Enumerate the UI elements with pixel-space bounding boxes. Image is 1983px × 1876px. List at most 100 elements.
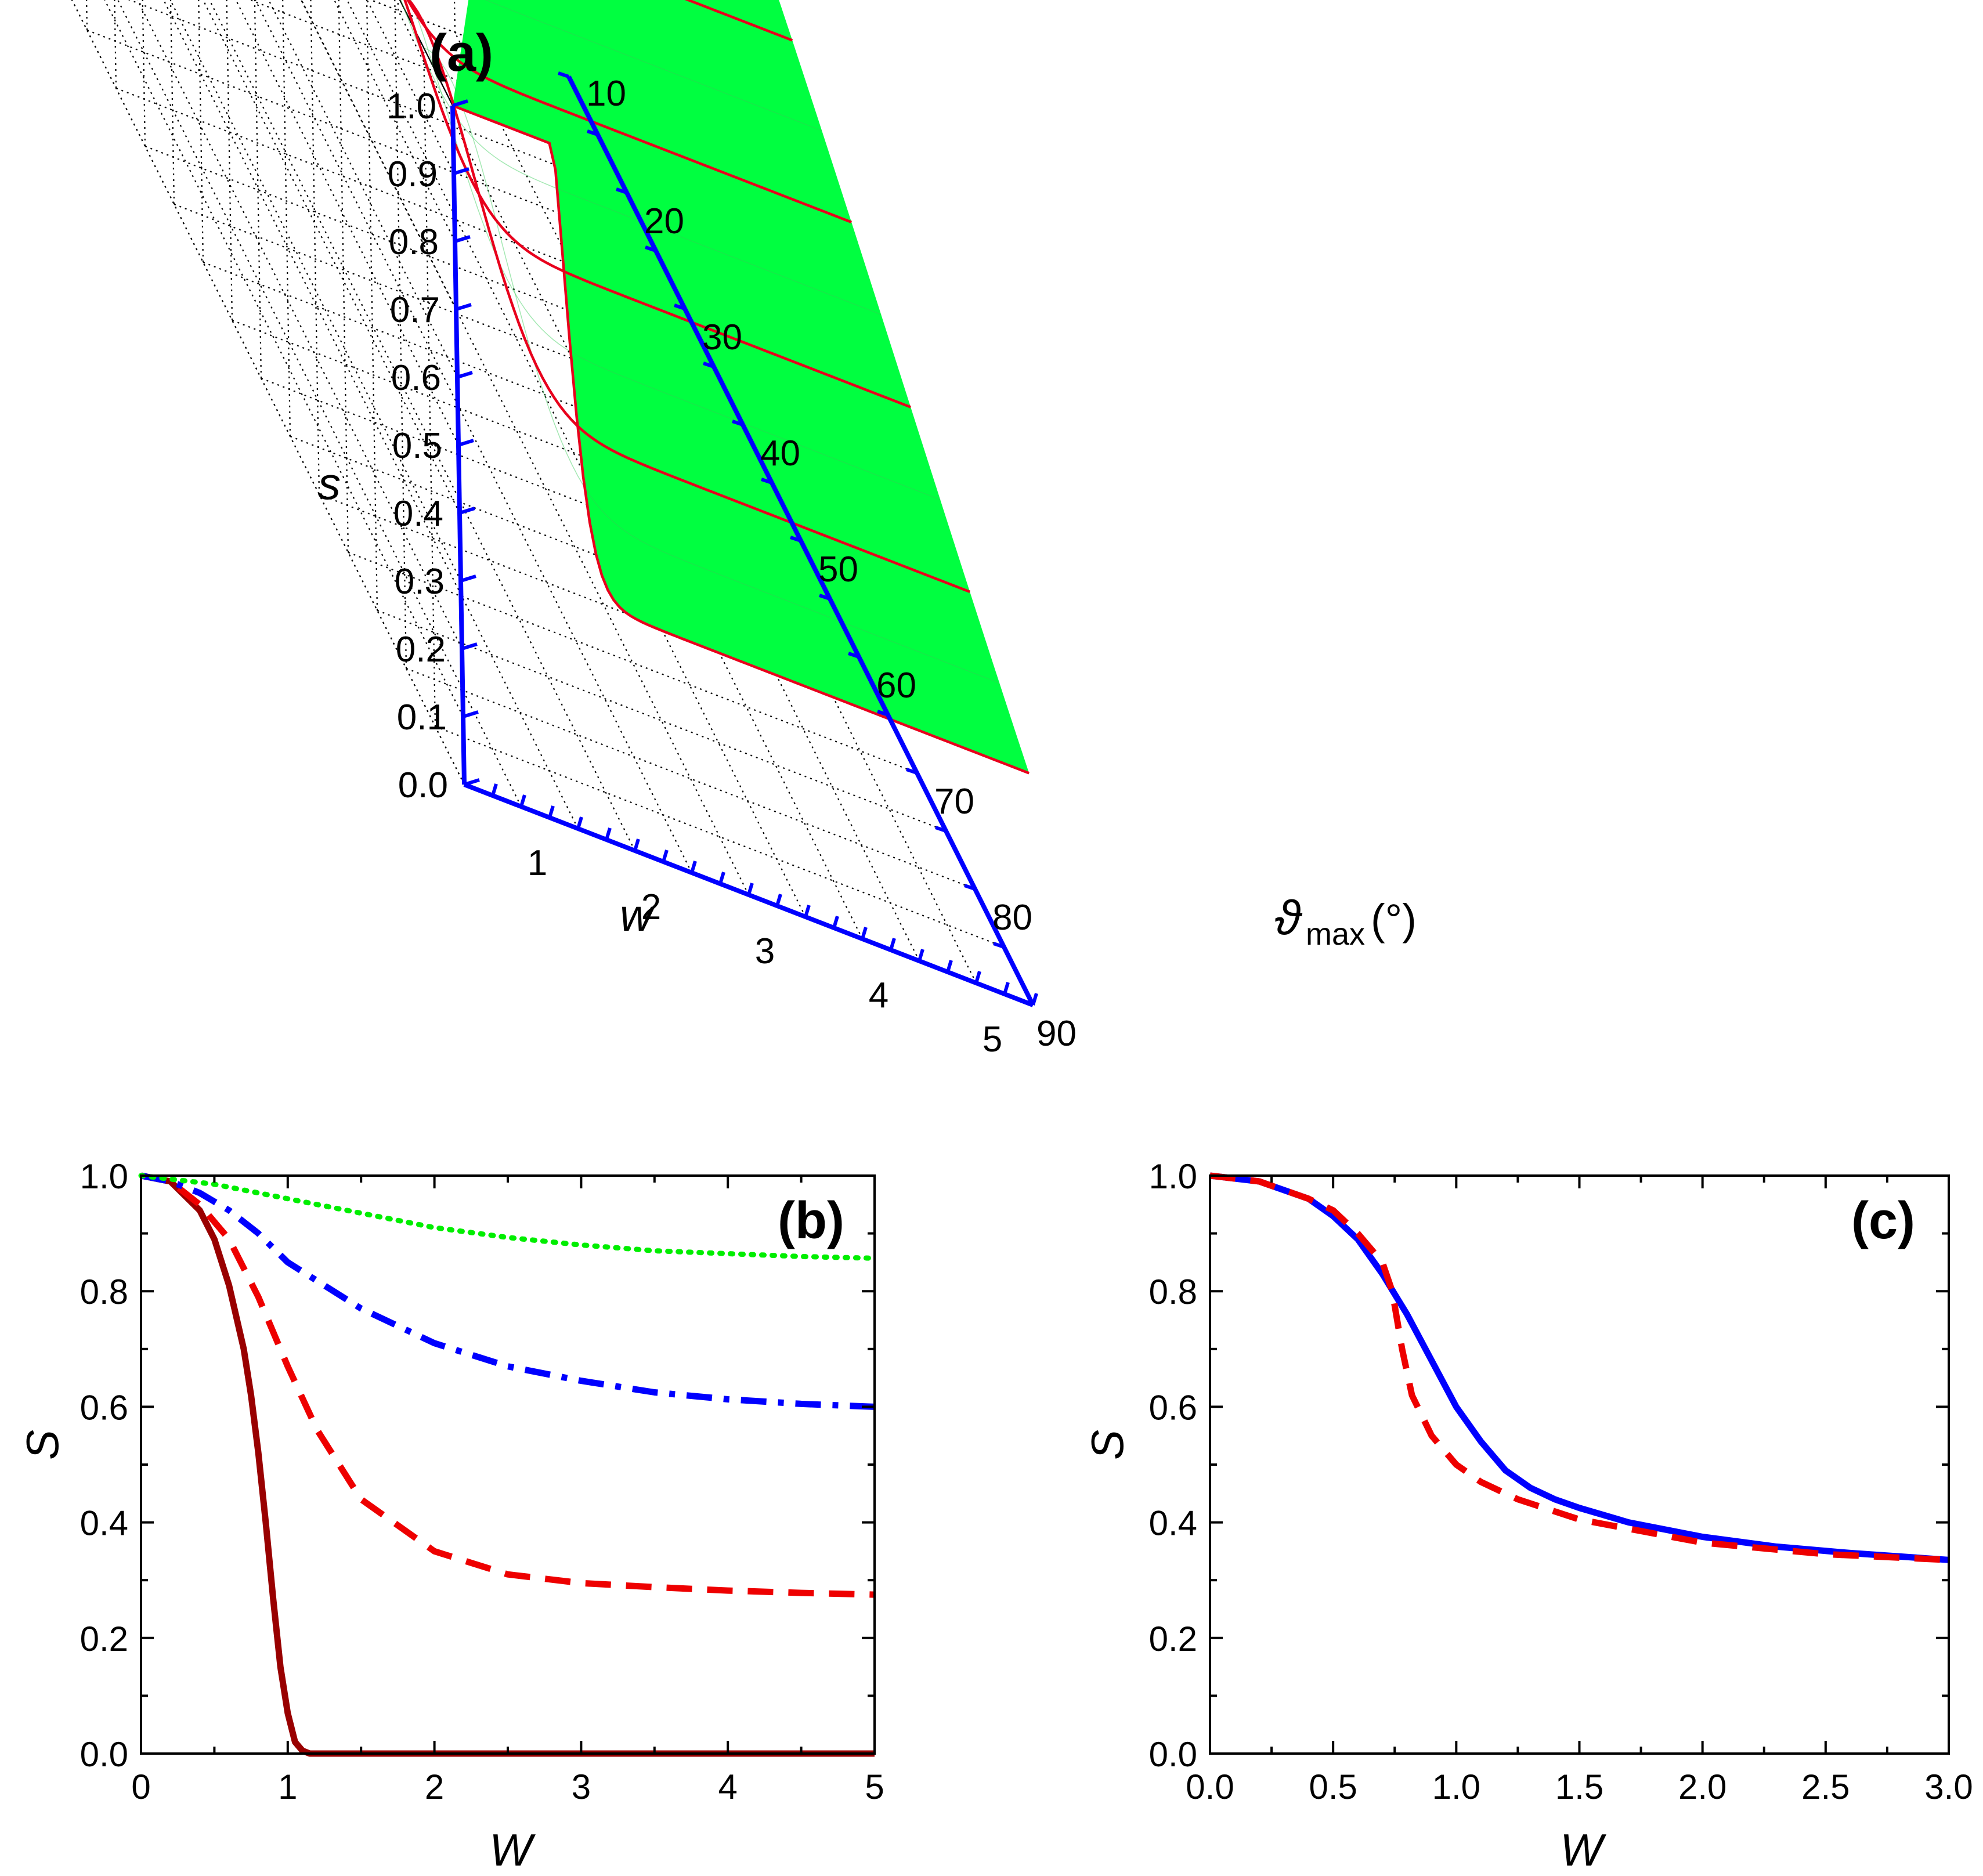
w-tick-label: 2: [641, 887, 661, 927]
floor-gridline-w: [398, 10, 863, 939]
panel-c-series-solid: [1209, 1172, 1949, 1563]
panel-b-y-tick-label: 0.0: [80, 1735, 128, 1774]
theta-axis-tick: [848, 652, 859, 659]
z-axis-tick: [459, 507, 475, 515]
panel-c-y-tick-label: 0.2: [1149, 1620, 1197, 1658]
z-axis-tick: [463, 710, 479, 718]
panel-a-theta-axis-subscript: max: [1306, 917, 1365, 952]
w-axis-tick: [832, 916, 839, 928]
z-tick-label: 0.1: [397, 697, 447, 738]
surface-mesh-line: [400, 0, 882, 315]
panel-b-y-tick-label: 0.4: [80, 1504, 128, 1543]
left-wall-gridline-theta: [198, 0, 204, 263]
z-axis-tick: [460, 574, 476, 583]
panel-c-x-tick-label: 1.5: [1555, 1767, 1603, 1806]
z-tick-label: 0.0: [398, 765, 448, 805]
w-axis-tick: [747, 883, 754, 895]
theta-tick-label: 70: [934, 782, 974, 822]
panel-c-x-axis-title: W: [1560, 1824, 1606, 1875]
floor-gridline-w: [254, 0, 692, 873]
floor-gridline-w: [117, 0, 522, 807]
floor-gridline-w: [346, 0, 806, 917]
w-tick-label: 3: [755, 931, 775, 971]
panel-c-series: [1209, 1172, 1949, 1563]
panel-b-frame: [140, 1174, 876, 1755]
surface-mesh-line: [423, 47, 1000, 684]
floor-gridline-w: [208, 0, 635, 851]
panel-a-contours: [403, 0, 1030, 775]
z-axis-tick: [452, 99, 468, 107]
w-axis-tick: [974, 971, 981, 984]
surface-mesh-line: [485, 0, 822, 131]
w-tick-label: 5: [983, 1020, 1002, 1060]
left-wall-gridline-theta: [282, 0, 291, 437]
panel-b-x-tick-label: 3: [572, 1767, 591, 1806]
panel-c-x-tick-label: 0.5: [1309, 1767, 1357, 1806]
w-axis-tick: [576, 816, 583, 829]
panel-c-label: (c): [1851, 1192, 1915, 1250]
panel-c-x-tick-label: 2.0: [1678, 1767, 1726, 1806]
w-axis-tick: [605, 827, 612, 840]
contour-line-theta-80: [407, 0, 971, 593]
panel-a-label: (a): [429, 24, 493, 82]
contour-line-theta-70: [403, 0, 912, 409]
theta-axis-tick: [819, 594, 830, 601]
theta-axis-tick: [877, 710, 888, 717]
theta-axis-tick: [993, 942, 1005, 949]
panel-b-plot-frame: [140, 1174, 876, 1755]
theta-axis-tick: [906, 768, 918, 775]
panel-b-series-solid: [140, 1172, 875, 1757]
theta-axis-tick: [703, 362, 714, 368]
z-axis-tick: [453, 167, 469, 175]
theta-axis-tick: [558, 71, 569, 78]
back-wall-gridline-w: [397, 0, 399, 11]
contour-line-theta-50: [684, 0, 793, 42]
panel-a-surface-plot: 0.0 0.1 0.2 0.3 0.4 0.5 0.6 0.7 0.8 0.9 1.0 1 2 3 4 5 10…: [71, 0, 1417, 1060]
panel-b-series: [138, 1172, 877, 1757]
panel-c-series-dashed: [1209, 1172, 1949, 1563]
theta-axis-tick: [645, 245, 656, 252]
theta-axis-tick: [732, 420, 743, 426]
left-wall-gridline-theta: [142, 0, 146, 147]
panel-c-y-tick-label: 0.4: [1149, 1504, 1197, 1543]
z-tick-label: 1.0: [387, 86, 436, 126]
panel-c-y-axis-title: S: [1082, 1430, 1133, 1460]
panel-b-x-tick-label: 1: [278, 1767, 297, 1806]
theta-axis-tick: [964, 884, 976, 891]
panel-a-axes: [450, 71, 1038, 1007]
panel-b-y-tick-label: 0.6: [80, 1388, 128, 1427]
z-tick-label: 0.4: [393, 494, 443, 534]
panel-b-x-tick-label: 4: [718, 1767, 738, 1806]
panel-c-line-chart: 0.0 0.5 1.0 1.5 2.0 2.5 3.00.00.20.40.60.81.0 …: [1082, 1157, 1973, 1875]
left-wall-gridline-theta: [254, 0, 262, 379]
surface-fill: [400, 0, 1030, 773]
w-tick-label: 4: [869, 975, 888, 1015]
panel-c-x-tick-label: 0.0: [1186, 1767, 1234, 1806]
z-axis-tick: [457, 371, 473, 379]
z-tick-label: 0.6: [391, 358, 441, 398]
contour-line-theta-60: [406, 0, 853, 223]
theta-tick-label: 60: [876, 666, 916, 706]
w-axis-tick: [775, 894, 782, 906]
left-wall-gridline-theta: [310, 0, 320, 495]
w-axis-tick: [946, 960, 953, 973]
left-wall-gridline-theta: [114, 0, 117, 89]
panel-b-x-tick-label: 0: [131, 1767, 150, 1806]
theta-tick-label: 40: [760, 433, 800, 473]
theta-tick-label: 90: [1036, 1014, 1077, 1054]
w-axis-tick: [889, 938, 896, 950]
z-tick-label: 0.2: [396, 630, 446, 670]
floor-gridline-w: [300, 0, 749, 895]
panel-b-y-tick-label: 0.8: [80, 1273, 128, 1311]
theta-axis-tick: [790, 536, 801, 543]
panel-b-x-tick-label: 5: [865, 1767, 884, 1806]
left-wall-gridline-z: [366, 0, 454, 174]
w-axis-tick: [491, 783, 498, 796]
z-axis-tick: [458, 439, 474, 447]
panel-c-y-tick-label: 0.0: [1149, 1735, 1197, 1774]
panel-c-y-tick-label: 1.0: [1149, 1157, 1197, 1196]
theta-tick-label: 10: [586, 74, 626, 114]
panel-b-series-dashed: [140, 1172, 875, 1598]
panel-b-series-dash-dot: [140, 1172, 875, 1410]
panel-c-plot-frame: [1209, 1174, 1950, 1755]
